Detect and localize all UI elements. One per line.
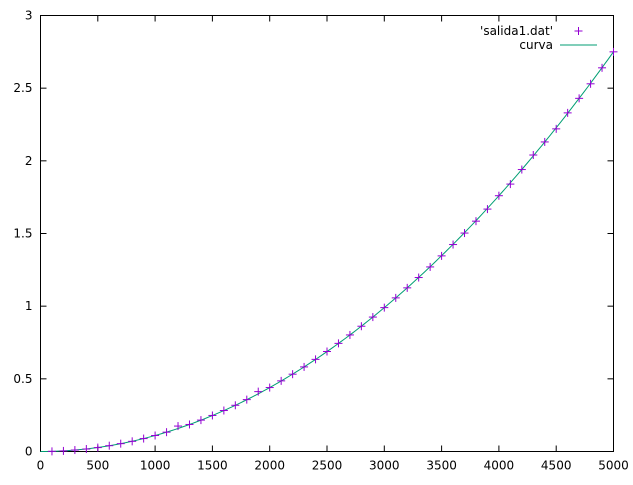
legend-label: curva <box>519 38 553 52</box>
data-point <box>598 63 607 72</box>
plot-frame <box>40 15 614 452</box>
y-tick-label: 2.5 <box>13 81 32 95</box>
data-point <box>426 262 435 271</box>
y-tick-label: 0 <box>25 445 33 459</box>
ticks-layer: 0 500 1000 1500 2000 2500 3000 3500 4000 4500 5000… <box>13 9 628 473</box>
data-point <box>449 240 458 249</box>
data-point <box>254 387 263 396</box>
data-point <box>300 362 309 371</box>
x-tick-label: 0 <box>37 459 45 473</box>
data-point <box>345 330 354 339</box>
data-point <box>196 416 205 425</box>
data-point <box>529 151 538 160</box>
data-point <box>288 370 297 379</box>
data-point <box>116 439 125 448</box>
x-tick-label: 2000 <box>254 459 285 473</box>
data-point <box>231 401 240 410</box>
data-point <box>586 79 595 88</box>
x-tick-label: 500 <box>86 459 109 473</box>
data-point <box>552 124 561 133</box>
data-point <box>575 94 584 103</box>
data-point <box>517 165 526 174</box>
data-point <box>151 431 160 440</box>
data-point <box>334 339 343 348</box>
y-tick-label: 3 <box>25 9 33 23</box>
legend-label: 'salida1.dat' <box>480 24 553 38</box>
data-point <box>368 313 377 322</box>
data-point <box>70 446 79 455</box>
x-tick-label: 1500 <box>197 459 228 473</box>
data-point <box>128 437 137 446</box>
data-point <box>403 283 412 292</box>
data-point <box>208 411 217 420</box>
data-point <box>323 347 331 356</box>
data-point <box>494 191 503 200</box>
data-point <box>506 180 515 189</box>
data-point <box>185 420 194 429</box>
x-tick-label: 2500 <box>312 459 343 473</box>
x-tick-label: 3500 <box>426 459 457 473</box>
data-point <box>483 205 492 214</box>
data-point <box>174 422 183 431</box>
data-point <box>311 355 320 364</box>
data-point <box>265 383 274 392</box>
y-tick-label: 2 <box>25 154 33 168</box>
data-point <box>414 273 423 282</box>
data-point <box>460 229 469 238</box>
legend-marker-plus <box>574 27 583 35</box>
data-point <box>219 406 228 415</box>
x-tick-label: 4000 <box>484 459 515 473</box>
data-point <box>277 376 286 385</box>
data-point <box>59 446 68 455</box>
data-point <box>563 108 572 117</box>
y-tick-label: 0.5 <box>13 372 32 386</box>
data-point <box>357 322 366 331</box>
data-point <box>93 443 102 452</box>
axes-layer <box>40 15 614 452</box>
data-point <box>437 251 446 260</box>
data-point <box>609 47 618 56</box>
y-tick-label: 1 <box>25 299 33 313</box>
data-point <box>82 445 91 454</box>
data-point <box>540 137 549 146</box>
points-layer <box>47 47 618 456</box>
x-tick-label: 3000 <box>369 459 400 473</box>
data-point <box>47 447 56 456</box>
x-tick-label: 1000 <box>140 459 171 473</box>
curve-layer <box>40 51 614 452</box>
x-tick-label: 5000 <box>598 459 629 473</box>
data-point <box>139 434 148 443</box>
data-point <box>105 441 114 450</box>
y-tick-label: 1.5 <box>13 227 32 241</box>
x-tick-label: 4500 <box>541 459 572 473</box>
data-point <box>471 217 480 226</box>
data-point <box>380 303 389 312</box>
curve-line <box>40 51 614 452</box>
data-point <box>242 395 251 404</box>
legend: 'salida1.dat'curva <box>480 24 597 52</box>
data-point <box>162 428 171 437</box>
data-point <box>391 293 400 302</box>
